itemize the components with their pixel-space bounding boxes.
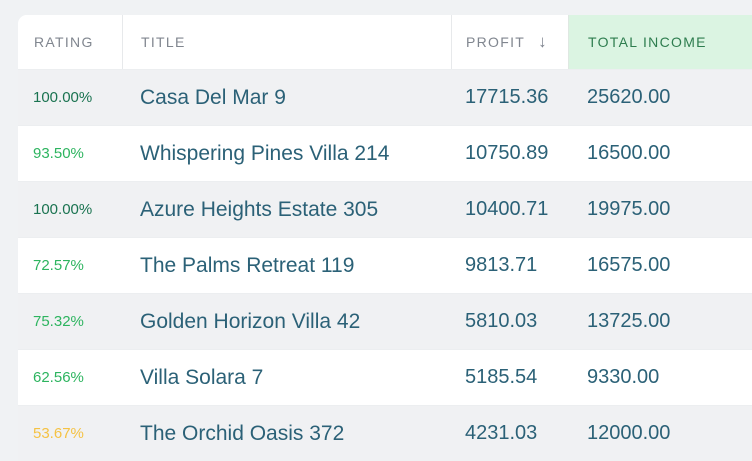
income-value: 16575.00 xyxy=(587,254,671,276)
column-header-profit-label: PROFIT xyxy=(466,34,526,50)
income-value: 9330.00 xyxy=(587,366,660,388)
income-value: 19975.00 xyxy=(587,198,671,220)
rating-value: 93.50% xyxy=(33,145,84,162)
properties-table: RATING TITLE PROFIT ↓ TOTAL INCOME 100.0… xyxy=(18,15,752,461)
title-cell: The Orchid Oasis 372 xyxy=(122,406,451,461)
rating-value: 62.56% xyxy=(33,369,84,386)
rating-value: 53.67% xyxy=(33,425,84,442)
table-row[interactable]: 93.50% Whispering Pines Villa 214 10750.… xyxy=(18,125,752,181)
rating-cell: 100.00% xyxy=(18,70,122,125)
profit-cell: 10400.71 xyxy=(451,182,568,237)
profit-value: 10750.89 xyxy=(465,142,549,164)
column-header-profit[interactable]: PROFIT ↓ xyxy=(451,15,568,69)
table-row[interactable]: 100.00% Casa Del Mar 9 17715.36 25620.00 xyxy=(18,69,752,125)
income-cell: 25620.00 xyxy=(568,70,752,125)
income-cell: 13725.00 xyxy=(568,294,752,349)
rating-cell: 93.50% xyxy=(18,126,122,181)
profit-value: 5810.03 xyxy=(465,310,538,332)
title-cell: Villa Solara 7 xyxy=(122,350,451,405)
profit-value: 4231.03 xyxy=(465,422,538,444)
column-header-total-income[interactable]: TOTAL INCOME xyxy=(568,15,752,69)
column-header-rating[interactable]: RATING xyxy=(18,15,122,69)
rating-value: 100.00% xyxy=(33,89,93,106)
income-cell: 9330.00 xyxy=(568,350,752,405)
income-value: 25620.00 xyxy=(587,86,671,108)
income-cell: 16575.00 xyxy=(568,238,752,293)
table-row[interactable]: 62.56% Villa Solara 7 5185.54 9330.00 xyxy=(18,349,752,405)
profit-value: 5185.54 xyxy=(465,366,538,388)
rating-cell: 100.00% xyxy=(18,182,122,237)
rating-value: 100.00% xyxy=(33,201,93,218)
profit-cell: 5185.54 xyxy=(451,350,568,405)
title-value: Whispering Pines Villa 214 xyxy=(140,141,390,165)
table-row[interactable]: 53.67% The Orchid Oasis 372 4231.03 1200… xyxy=(18,405,752,461)
rating-cell: 75.32% xyxy=(18,294,122,349)
table-body: 100.00% Casa Del Mar 9 17715.36 25620.00… xyxy=(18,69,752,461)
income-cell: 19975.00 xyxy=(568,182,752,237)
rating-cell: 53.67% xyxy=(18,406,122,461)
title-cell: Golden Horizon Villa 42 xyxy=(122,294,451,349)
income-value: 12000.00 xyxy=(587,422,671,444)
title-value: Azure Heights Estate 305 xyxy=(140,197,379,221)
rating-cell: 72.57% xyxy=(18,238,122,293)
title-value: The Orchid Oasis 372 xyxy=(140,421,345,445)
title-value: The Palms Retreat 119 xyxy=(140,253,355,277)
title-cell: The Palms Retreat 119 xyxy=(122,238,451,293)
table-row[interactable]: 75.32% Golden Horizon Villa 42 5810.03 1… xyxy=(18,293,752,349)
column-header-rating-label: RATING xyxy=(34,34,94,50)
profit-value: 10400.71 xyxy=(465,198,549,220)
title-cell: Casa Del Mar 9 xyxy=(122,70,451,125)
column-header-title-label: TITLE xyxy=(141,34,186,50)
column-header-title[interactable]: TITLE xyxy=(122,15,451,69)
title-value: Villa Solara 7 xyxy=(140,365,264,389)
column-header-total-income-label: TOTAL INCOME xyxy=(588,34,707,50)
profit-cell: 5810.03 xyxy=(451,294,568,349)
rating-value: 75.32% xyxy=(33,313,84,330)
income-cell: 12000.00 xyxy=(568,406,752,461)
table-row[interactable]: 100.00% Azure Heights Estate 305 10400.7… xyxy=(18,181,752,237)
profit-value: 17715.36 xyxy=(465,86,549,108)
profit-cell: 17715.36 xyxy=(451,70,568,125)
table-row[interactable]: 72.57% The Palms Retreat 119 9813.71 165… xyxy=(18,237,752,293)
income-value: 13725.00 xyxy=(587,310,671,332)
table-header: RATING TITLE PROFIT ↓ TOTAL INCOME xyxy=(18,15,752,69)
title-value: Casa Del Mar 9 xyxy=(140,85,286,109)
profit-value: 9813.71 xyxy=(465,254,538,276)
title-cell: Azure Heights Estate 305 xyxy=(122,182,451,237)
income-cell: 16500.00 xyxy=(568,126,752,181)
income-value: 16500.00 xyxy=(587,142,671,164)
rating-cell: 62.56% xyxy=(18,350,122,405)
title-cell: Whispering Pines Villa 214 xyxy=(122,126,451,181)
rating-value: 72.57% xyxy=(33,257,84,274)
profit-cell: 9813.71 xyxy=(451,238,568,293)
sort-descending-icon: ↓ xyxy=(538,32,547,51)
profit-cell: 4231.03 xyxy=(451,406,568,461)
profit-cell: 10750.89 xyxy=(451,126,568,181)
title-value: Golden Horizon Villa 42 xyxy=(140,309,361,333)
